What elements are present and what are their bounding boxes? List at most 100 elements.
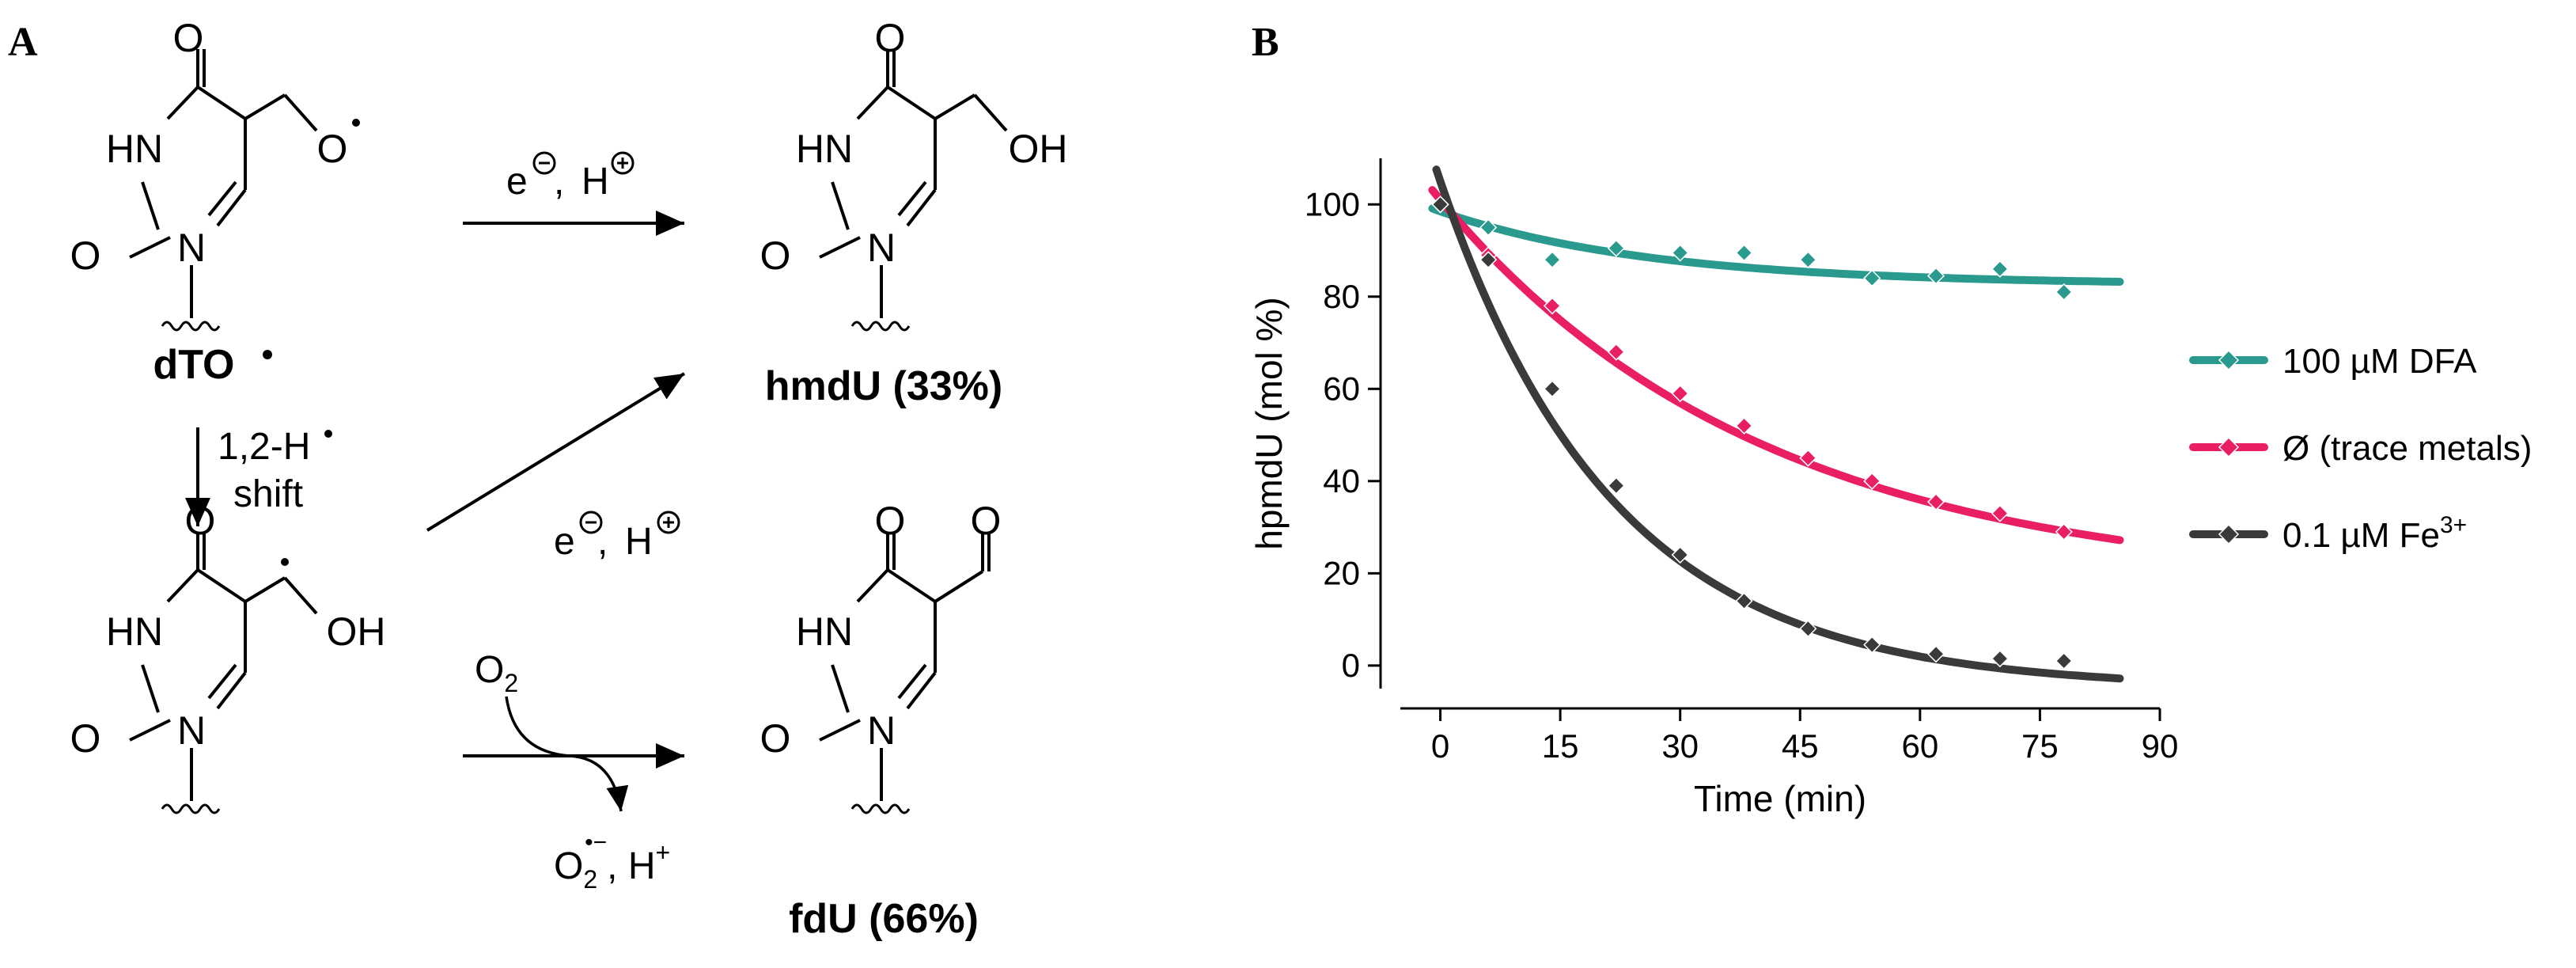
reagent-shift-line2: shift bbox=[233, 473, 303, 515]
data-point bbox=[1479, 251, 1498, 269]
arrow-reduction: e , H bbox=[463, 151, 684, 236]
data-point bbox=[1799, 251, 1817, 269]
svg-text:,: , bbox=[554, 161, 564, 203]
radical-dot bbox=[281, 558, 289, 566]
y-ticks: 0 20 40 60 80 100 bbox=[1305, 185, 1381, 684]
data-point bbox=[1735, 244, 1753, 262]
x-tick-label: 90 bbox=[2142, 727, 2179, 765]
data-point bbox=[2055, 651, 2073, 670]
legend-label: 0.1 µM Fe3+ bbox=[2282, 512, 2467, 555]
radical-dot bbox=[352, 119, 360, 127]
legend: 100 µM DFA Ø (trace metals) 0.1 µM Fe3+ bbox=[2189, 342, 2532, 555]
fit-curve-0 bbox=[1428, 204, 2124, 286]
panel-label-b: B bbox=[1252, 20, 1279, 65]
data-points bbox=[1431, 195, 2073, 670]
atom-oh: OH bbox=[327, 609, 386, 654]
data-point bbox=[1735, 416, 1753, 435]
data-point bbox=[1543, 380, 1562, 398]
atom-o: O bbox=[760, 233, 791, 278]
data-point bbox=[1543, 297, 1562, 315]
svg-text:,: , bbox=[597, 521, 608, 563]
data-point bbox=[1926, 645, 1945, 663]
x-tick-label: 15 bbox=[1542, 727, 1579, 765]
atom-o: O bbox=[760, 716, 791, 761]
molecule-fdu: O O HN N O fdU (66%) bbox=[760, 499, 1002, 942]
data-point bbox=[1543, 251, 1562, 269]
legend-label: 100 µM DFA bbox=[2282, 342, 2477, 381]
data-point bbox=[1799, 620, 1817, 638]
data-point bbox=[1991, 504, 2009, 522]
atom-n: N bbox=[177, 708, 206, 753]
charge-negative bbox=[532, 151, 556, 175]
y-tick-label: 40 bbox=[1323, 462, 1360, 499]
compound-label-dto: dTO bbox=[153, 342, 234, 388]
data-point bbox=[1863, 472, 1881, 490]
molecule-radical-intermediate: O HN N O OH bbox=[70, 499, 386, 814]
data-point bbox=[1863, 636, 1881, 654]
data-point bbox=[1671, 385, 1689, 403]
atom-o: O bbox=[875, 499, 906, 543]
reagent-electron: e bbox=[554, 521, 575, 563]
compound-label-fdu: fdU (66%) bbox=[789, 896, 979, 942]
x-tick-label: 30 bbox=[1661, 727, 1699, 765]
arrow-hydrogen-shift: 1,2-H shift bbox=[185, 426, 332, 526]
reaction-scheme: A O HN N O O dTO bbox=[8, 16, 1068, 942]
atom-n: N bbox=[867, 226, 896, 270]
data-point bbox=[1607, 476, 1625, 495]
fit-curves bbox=[1428, 165, 2124, 683]
atom-o: O bbox=[70, 233, 101, 278]
y-axis-title: hpmdU (mol %) bbox=[1248, 297, 1290, 550]
legend-item: Ø (trace metals) bbox=[2189, 429, 2532, 468]
y-tick-label: 20 bbox=[1323, 554, 1360, 591]
fit-curve-2 bbox=[1432, 165, 2124, 683]
atom-n: N bbox=[867, 708, 896, 753]
data-point bbox=[1479, 218, 1498, 237]
x-tick-label: 0 bbox=[1431, 727, 1449, 765]
arrow-oxidation: O2 O2•−, H+ bbox=[463, 649, 684, 894]
legend-marker bbox=[2218, 349, 2240, 371]
x-tick-label: 60 bbox=[1901, 727, 1938, 765]
reagent-shift-line1: 1,2-H bbox=[218, 426, 310, 468]
data-point bbox=[1431, 195, 1449, 214]
data-point bbox=[1671, 545, 1689, 564]
atom-o: O bbox=[971, 499, 1002, 543]
legend-label: Ø (trace metals) bbox=[2282, 429, 2532, 468]
atom-hn: HN bbox=[106, 609, 163, 654]
x-axis-title: Time (min) bbox=[1694, 778, 1866, 819]
data-point bbox=[1735, 592, 1753, 610]
atom-o: O bbox=[185, 499, 216, 543]
radical-dot bbox=[263, 350, 272, 359]
data-point bbox=[1799, 449, 1817, 467]
atom-n: N bbox=[177, 226, 206, 270]
atom-o: O bbox=[875, 16, 906, 60]
x-tick-label: 45 bbox=[1782, 727, 1819, 765]
atom-hn: HN bbox=[796, 127, 853, 171]
reagent-electron: e bbox=[506, 161, 528, 203]
data-point bbox=[1991, 260, 2009, 278]
panel-label-a: A bbox=[8, 20, 38, 65]
reagent-superoxide: O2•−, H+ bbox=[554, 829, 670, 894]
x-ticks: 0 15 30 45 60 75 90 bbox=[1431, 708, 2179, 765]
data-point bbox=[1926, 267, 1945, 285]
data-point bbox=[1607, 239, 1625, 257]
charge-negative bbox=[579, 511, 603, 534]
legend-marker bbox=[2218, 436, 2240, 458]
atom-hn: HN bbox=[106, 127, 163, 171]
plot-axes: 0 15 30 45 60 75 90 0 20 40 60 80 100 bbox=[1305, 158, 2178, 765]
data-point bbox=[1607, 343, 1625, 361]
data-point bbox=[2055, 522, 2073, 541]
reagent-proton: H bbox=[581, 161, 609, 203]
legend-marker bbox=[2218, 523, 2240, 545]
data-point bbox=[1671, 244, 1689, 262]
data-point bbox=[2055, 283, 2073, 302]
y-tick-label: 60 bbox=[1323, 370, 1360, 407]
molecule-dto: O HN N O O dTO bbox=[70, 16, 360, 388]
compound-label-hmdu: hmdU (33%) bbox=[765, 363, 1002, 409]
atom-o: O bbox=[173, 16, 204, 60]
data-point bbox=[1926, 492, 1945, 511]
charge-positive bbox=[611, 151, 635, 175]
y-tick-label: 100 bbox=[1305, 185, 1360, 222]
arrow-radical-reduction: e , H bbox=[426, 372, 686, 563]
